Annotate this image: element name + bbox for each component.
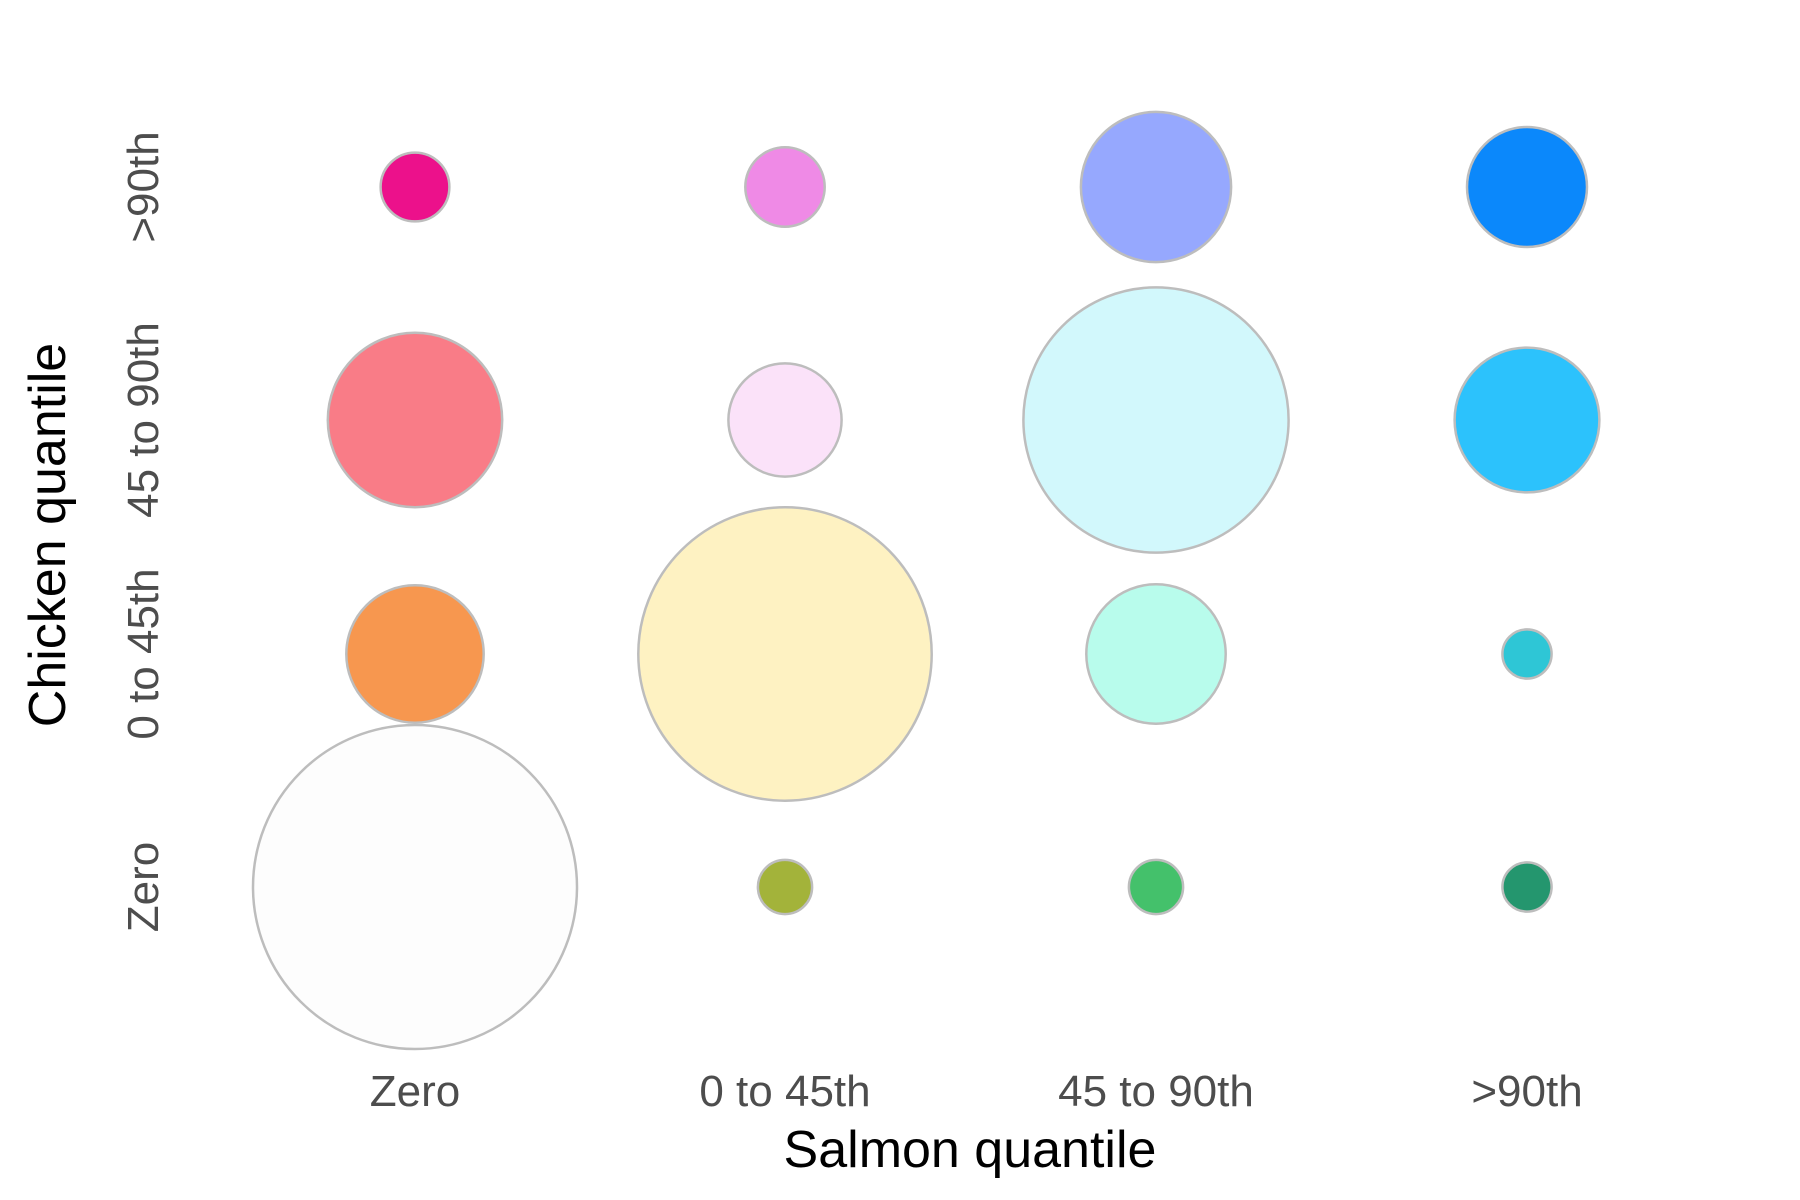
bubble-0-2 bbox=[326, 331, 504, 509]
x-tick-label: Zero bbox=[370, 1067, 460, 1116]
bubble-3-3 bbox=[1465, 125, 1589, 249]
bubbles-layer bbox=[251, 110, 1601, 1051]
x-tick-label: >90th bbox=[1471, 1067, 1582, 1116]
bubble-3-2 bbox=[1453, 346, 1601, 494]
y-tick-label: 0 to 45th bbox=[119, 568, 168, 739]
bubble-2-2 bbox=[1022, 286, 1290, 554]
x-tick-labels: Zero 0 to 45th 45 to 90th >90th bbox=[370, 1067, 1583, 1116]
bubble-3-0 bbox=[1501, 861, 1553, 913]
bubble-2-3 bbox=[1079, 110, 1233, 264]
x-tick-label: 0 to 45th bbox=[699, 1067, 870, 1116]
y-tick-labels: Zero 0 to 45th 45 to 90th >90th bbox=[119, 131, 168, 932]
x-axis-title: Salmon quantile bbox=[784, 1121, 1157, 1179]
bubble-1-3 bbox=[744, 146, 826, 228]
bubble-0-0 bbox=[251, 723, 579, 1051]
bubble-1-2 bbox=[727, 362, 843, 478]
bubble-3-1 bbox=[1501, 628, 1553, 680]
bubble-0-3 bbox=[379, 151, 451, 223]
x-tick-label: 45 to 90th bbox=[1058, 1067, 1254, 1116]
y-tick-label: >90th bbox=[119, 131, 168, 242]
bubble-2-0 bbox=[1127, 858, 1185, 916]
y-tick-label: Zero bbox=[119, 842, 168, 932]
y-tick-label: 45 to 90th bbox=[119, 322, 168, 518]
bubble-0-1 bbox=[345, 584, 485, 724]
bubble-1-0 bbox=[756, 858, 814, 916]
y-axis-title: Chicken quantile bbox=[19, 343, 77, 727]
bubble-2-1 bbox=[1085, 583, 1227, 725]
bubble-1-1 bbox=[637, 506, 933, 802]
